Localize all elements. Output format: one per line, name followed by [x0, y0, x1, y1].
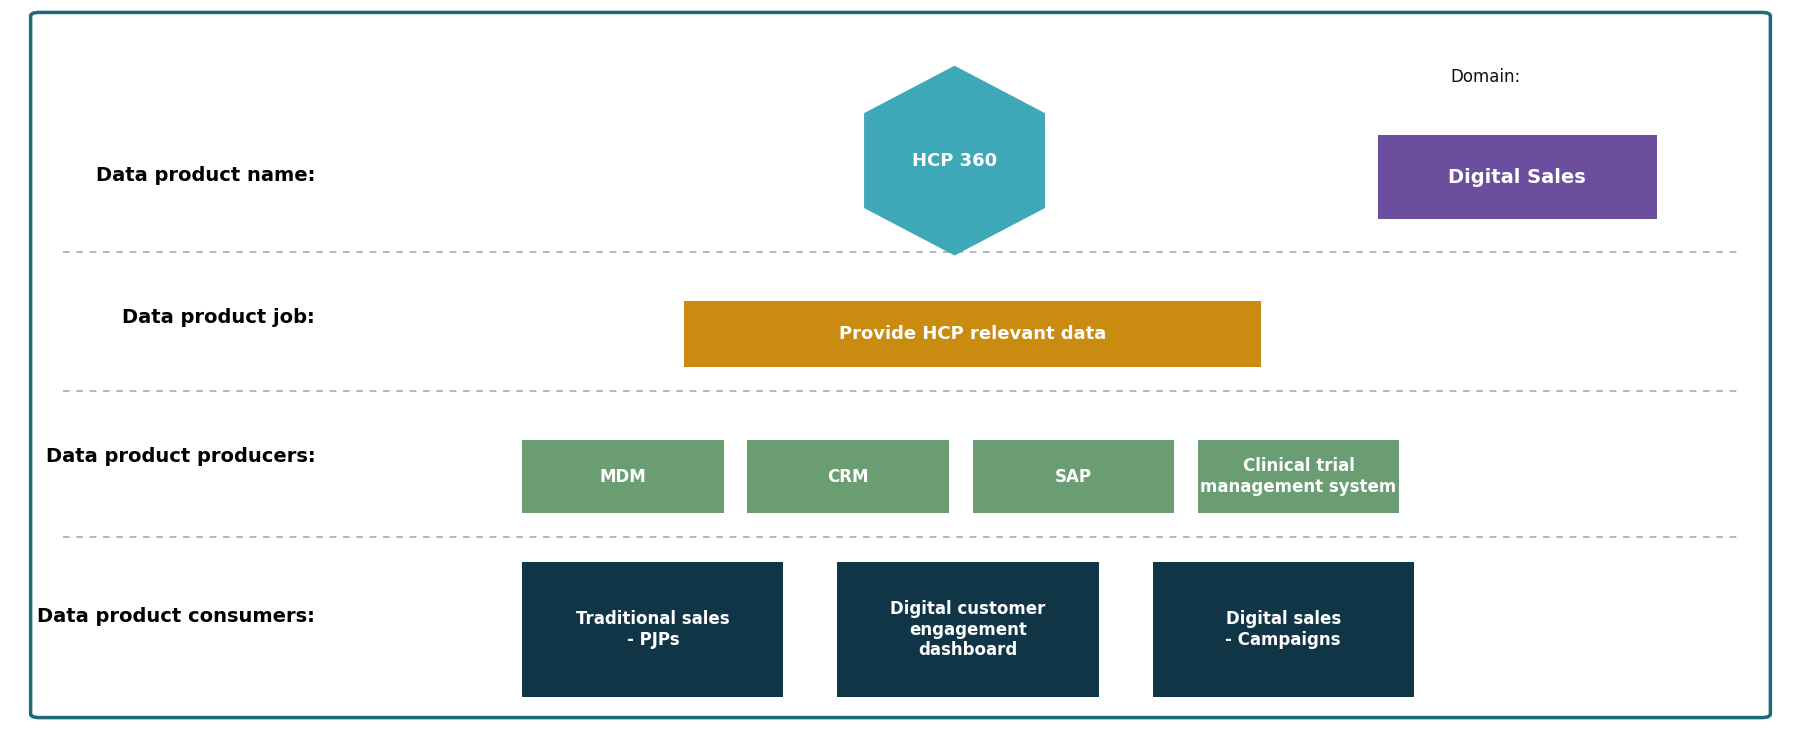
FancyBboxPatch shape [747, 440, 949, 513]
Text: Clinical trial
management system: Clinical trial management system [1201, 457, 1396, 496]
Text: SAP: SAP [1055, 468, 1091, 485]
FancyBboxPatch shape [837, 562, 1099, 697]
Text: Data product name:: Data product name: [95, 166, 315, 185]
Text: Digital sales
- Campaigns: Digital sales - Campaigns [1225, 610, 1342, 649]
FancyBboxPatch shape [522, 440, 724, 513]
Text: Traditional sales
- PJPs: Traditional sales - PJPs [576, 610, 729, 649]
Text: MDM: MDM [600, 468, 647, 485]
Text: Digital Sales: Digital Sales [1448, 167, 1587, 187]
FancyBboxPatch shape [522, 562, 783, 697]
Text: Data product consumers:: Data product consumers: [38, 607, 315, 626]
Text: Data product producers:: Data product producers: [45, 447, 315, 466]
Text: Domain:: Domain: [1450, 68, 1522, 85]
FancyBboxPatch shape [684, 301, 1261, 367]
FancyBboxPatch shape [1198, 440, 1399, 513]
Text: CRM: CRM [827, 468, 870, 485]
Text: Data product job:: Data product job: [122, 308, 315, 327]
FancyBboxPatch shape [1153, 562, 1414, 697]
Polygon shape [864, 66, 1045, 256]
FancyBboxPatch shape [31, 12, 1770, 718]
FancyBboxPatch shape [973, 440, 1174, 513]
FancyBboxPatch shape [1378, 135, 1657, 219]
Text: Digital customer
engagement
dashboard: Digital customer engagement dashboard [890, 600, 1046, 659]
Text: Provide HCP relevant data: Provide HCP relevant data [839, 326, 1106, 343]
Text: HCP 360: HCP 360 [911, 152, 998, 169]
